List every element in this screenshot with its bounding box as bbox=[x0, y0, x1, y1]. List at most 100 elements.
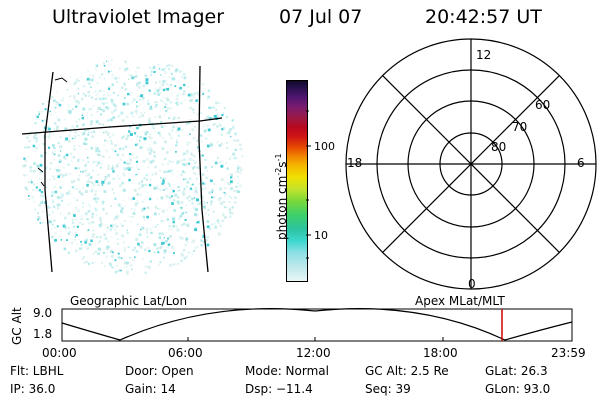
emission-pixel bbox=[181, 190, 185, 194]
emission-pixel bbox=[175, 151, 177, 153]
date-label: 07 Jul 07 bbox=[279, 6, 363, 28]
emission-pixel bbox=[101, 223, 103, 225]
emission-pixel bbox=[155, 186, 159, 190]
emission-pixel bbox=[129, 215, 131, 218]
emission-pixel bbox=[94, 207, 96, 209]
emission-pixel bbox=[200, 112, 202, 114]
emission-pixel bbox=[88, 108, 91, 111]
emission-pixel bbox=[160, 189, 162, 192]
emission-pixel bbox=[28, 198, 31, 201]
emission-pixel bbox=[114, 104, 117, 108]
emission-pixel bbox=[123, 199, 125, 201]
emission-pixel bbox=[46, 205, 50, 209]
emission-pixel bbox=[136, 173, 139, 176]
emission-pixel bbox=[77, 158, 80, 162]
emission-pixel bbox=[36, 130, 38, 132]
info-gc-alt: GC Alt: 2.5 Re bbox=[365, 364, 449, 378]
emission-pixel bbox=[76, 125, 79, 128]
emission-pixel bbox=[207, 89, 210, 92]
emission-pixel bbox=[167, 247, 169, 249]
emission-pixel bbox=[73, 225, 76, 228]
emission-pixel bbox=[196, 161, 198, 163]
emission-pixel bbox=[149, 160, 153, 164]
emission-pixel bbox=[123, 82, 126, 85]
emission-pixel bbox=[189, 177, 192, 180]
emission-pixel bbox=[92, 169, 94, 172]
emission-pixel bbox=[129, 261, 131, 263]
emission-pixel bbox=[189, 95, 192, 98]
emission-pixel bbox=[138, 115, 141, 118]
emission-pixel bbox=[107, 165, 109, 168]
emission-pixel bbox=[87, 134, 89, 136]
emission-pixel bbox=[180, 207, 183, 210]
emission-pixel bbox=[50, 95, 54, 99]
emission-pixel bbox=[150, 231, 153, 235]
emission-pixel bbox=[23, 157, 26, 160]
emission-pixel bbox=[80, 240, 82, 243]
emission-pixel bbox=[220, 164, 224, 168]
emission-pixel bbox=[112, 178, 115, 180]
emission-pixel bbox=[177, 117, 180, 120]
emission-pixel bbox=[26, 174, 28, 176]
emission-pixel bbox=[133, 188, 137, 192]
emission-pixel bbox=[175, 102, 178, 104]
emission-pixel bbox=[114, 215, 118, 219]
emission-pixel bbox=[173, 263, 176, 266]
emission-pixel bbox=[114, 144, 117, 147]
emission-pixel bbox=[128, 130, 131, 133]
time-label: 20:42:57 UT bbox=[425, 6, 542, 28]
emission-pixel bbox=[216, 125, 219, 128]
emission-pixel bbox=[130, 74, 133, 77]
emission-pixel bbox=[134, 132, 137, 135]
emission-pixel bbox=[103, 233, 106, 237]
emission-pixel bbox=[169, 134, 171, 137]
emission-pixel bbox=[97, 106, 101, 110]
emission-pixel bbox=[146, 246, 150, 249]
emission-pixel bbox=[162, 178, 164, 180]
emission-pixel bbox=[235, 171, 237, 173]
emission-pixel bbox=[71, 186, 75, 189]
emission-pixel bbox=[115, 232, 118, 235]
emission-pixel bbox=[230, 127, 233, 130]
emission-pixel bbox=[165, 103, 167, 105]
emission-pixel bbox=[24, 186, 28, 189]
emission-pixel bbox=[132, 98, 136, 102]
emission-pixel bbox=[82, 202, 84, 204]
emission-pixel bbox=[147, 206, 149, 208]
emission-pixel bbox=[81, 97, 84, 101]
emission-pixel bbox=[63, 225, 67, 229]
colorbar-tick-10: 10 bbox=[314, 229, 328, 242]
emission-pixel bbox=[194, 125, 196, 128]
emission-pixel bbox=[56, 203, 60, 207]
mlt-label-12: 12 bbox=[476, 48, 492, 62]
emission-pixel bbox=[42, 222, 44, 224]
emission-pixel bbox=[111, 101, 114, 104]
emission-pixel bbox=[98, 97, 102, 101]
info-gain: Gain: 14 bbox=[125, 382, 176, 396]
emission-pixel bbox=[145, 229, 148, 232]
emission-pixel bbox=[90, 189, 93, 193]
mlat-label-80: 80 bbox=[491, 140, 507, 154]
emission-pixel bbox=[123, 261, 127, 265]
emission-pixel bbox=[130, 199, 133, 201]
emission-pixel bbox=[170, 84, 172, 86]
emission-pixel bbox=[59, 173, 62, 176]
emission-pixel bbox=[75, 105, 78, 108]
emission-pixel bbox=[95, 235, 99, 239]
emission-pixel bbox=[195, 99, 198, 102]
emission-pixel bbox=[162, 107, 164, 110]
emission-pixel bbox=[88, 95, 91, 98]
emission-pixel bbox=[176, 200, 180, 204]
emission-pixel bbox=[103, 124, 105, 126]
emission-pixel bbox=[145, 81, 149, 85]
emission-pixel bbox=[84, 212, 88, 216]
emission-pixel bbox=[112, 170, 115, 173]
emission-pixel bbox=[148, 119, 151, 122]
emission-pixel bbox=[208, 227, 212, 230]
emission-pixel bbox=[81, 116, 84, 120]
emission-pixel bbox=[229, 196, 231, 198]
emission-pixel bbox=[119, 184, 122, 187]
emission-pixel bbox=[27, 156, 29, 158]
emission-pixel bbox=[190, 184, 193, 186]
emission-pixel bbox=[144, 265, 147, 268]
